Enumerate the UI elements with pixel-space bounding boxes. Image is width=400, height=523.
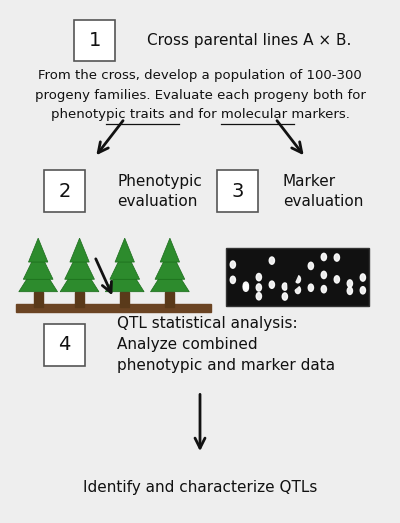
Text: 1: 1 bbox=[88, 31, 101, 50]
Polygon shape bbox=[65, 248, 94, 279]
Text: 2: 2 bbox=[58, 182, 71, 201]
Bar bbox=[44, 324, 85, 366]
Polygon shape bbox=[160, 238, 180, 262]
Circle shape bbox=[269, 281, 274, 288]
Circle shape bbox=[295, 286, 300, 293]
Circle shape bbox=[360, 274, 366, 281]
Polygon shape bbox=[19, 261, 58, 292]
Circle shape bbox=[334, 254, 340, 261]
Circle shape bbox=[230, 276, 236, 283]
Circle shape bbox=[321, 286, 326, 293]
Text: phenotypic traits and for molecular markers.: phenotypic traits and for molecular mark… bbox=[50, 108, 350, 121]
Text: From the cross, develop a population of 100-300: From the cross, develop a population of … bbox=[38, 69, 362, 82]
Bar bbox=[75, 292, 84, 307]
Circle shape bbox=[230, 261, 236, 268]
Text: Identify and characterize QTLs: Identify and characterize QTLs bbox=[83, 480, 317, 495]
Text: QTL statistical analysis:
Analyze combined
phenotypic and marker data: QTL statistical analysis: Analyze combin… bbox=[117, 316, 335, 373]
Text: Phenotypic
evaluation: Phenotypic evaluation bbox=[117, 174, 202, 209]
Circle shape bbox=[347, 280, 352, 287]
Circle shape bbox=[347, 287, 352, 294]
Circle shape bbox=[360, 287, 366, 294]
Text: Marker
evaluation: Marker evaluation bbox=[283, 174, 363, 209]
Circle shape bbox=[243, 282, 248, 289]
Polygon shape bbox=[150, 261, 189, 292]
Circle shape bbox=[269, 257, 274, 264]
Polygon shape bbox=[110, 248, 140, 279]
Text: 4: 4 bbox=[58, 335, 71, 354]
Circle shape bbox=[321, 253, 326, 260]
Circle shape bbox=[334, 276, 340, 283]
Bar bbox=[16, 304, 211, 312]
Polygon shape bbox=[70, 238, 89, 262]
Bar bbox=[34, 292, 43, 307]
Bar bbox=[165, 292, 174, 307]
Circle shape bbox=[256, 284, 262, 291]
Text: 3: 3 bbox=[232, 182, 244, 201]
Bar bbox=[44, 170, 85, 212]
Polygon shape bbox=[115, 238, 134, 262]
Circle shape bbox=[282, 293, 288, 300]
Polygon shape bbox=[60, 261, 99, 292]
Polygon shape bbox=[28, 238, 48, 262]
Bar bbox=[120, 292, 129, 307]
Circle shape bbox=[282, 283, 288, 290]
Bar bbox=[217, 170, 258, 212]
Polygon shape bbox=[105, 261, 144, 292]
Bar bbox=[226, 248, 369, 306]
Circle shape bbox=[308, 262, 314, 269]
Text: progeny families. Evaluate each progeny both for: progeny families. Evaluate each progeny … bbox=[34, 88, 366, 101]
Circle shape bbox=[256, 274, 262, 281]
Text: Cross parental lines A × B.: Cross parental lines A × B. bbox=[147, 33, 352, 48]
Circle shape bbox=[243, 284, 248, 291]
Polygon shape bbox=[23, 248, 53, 279]
Circle shape bbox=[321, 271, 326, 279]
Circle shape bbox=[295, 276, 300, 283]
Polygon shape bbox=[155, 248, 185, 279]
Bar bbox=[74, 19, 115, 61]
Circle shape bbox=[308, 284, 314, 291]
Circle shape bbox=[256, 292, 262, 300]
